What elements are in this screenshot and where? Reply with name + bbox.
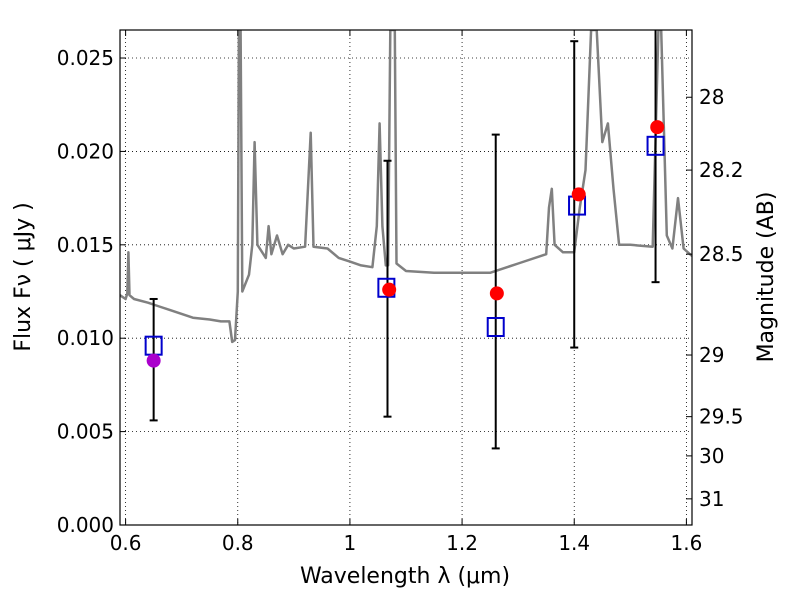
- observed-point: [489, 286, 504, 301]
- x-tick-label: 0.8: [222, 531, 254, 555]
- y-tick-label: 0.020: [57, 139, 114, 163]
- observed-point: [146, 353, 161, 368]
- model-box: [646, 135, 665, 156]
- spectrum-line: [120, 30, 692, 344]
- right-tick-label: 29: [699, 343, 724, 367]
- observed-point: [650, 120, 665, 135]
- observed-points: [146, 120, 665, 368]
- observed-point: [382, 282, 397, 297]
- right-axis-title: Magnitude (AB): [754, 192, 779, 363]
- y-tick-labels: 0.000 0.005 0.010 0.015 0.020 0.025: [57, 46, 114, 537]
- y-tick-label: 0.000: [57, 513, 114, 537]
- right-tick-label: 30: [699, 444, 724, 468]
- error-bars: [149, 30, 660, 450]
- y-axis-title: Flux Fν ( μJy ): [11, 202, 36, 351]
- plot-frame: [119, 29, 693, 526]
- x-tick-label: 0.6: [110, 531, 142, 555]
- right-tick-label: 28.5: [699, 242, 744, 266]
- grid-lines: [120, 30, 692, 526]
- x-tick-label: 1: [344, 531, 357, 555]
- y-tick-label: 0.005: [57, 420, 114, 444]
- x-tick-label: 1.2: [446, 531, 478, 555]
- model-box: [486, 317, 505, 337]
- right-tick-labels: 28 28.2 28.5 29 29.5 30 31: [699, 85, 744, 511]
- model-spectrum: [120, 30, 692, 344]
- right-tick-label: 28.2: [699, 158, 744, 182]
- x-tick-label: 1.4: [558, 531, 590, 555]
- right-tick-label: 29.5: [699, 405, 744, 429]
- x-tick-label: 1.6: [670, 531, 702, 555]
- x-tick-labels: 0.6 0.8 1 1.2 1.4 1.6: [110, 531, 703, 555]
- axis-ticks: [120, 30, 692, 526]
- y-tick-label: 0.025: [57, 46, 114, 70]
- observed-point: [571, 187, 586, 202]
- right-tick-label: 28: [699, 85, 724, 109]
- y-tick-label: 0.010: [57, 326, 114, 350]
- x-axis-title: Wavelength λ (μm): [300, 564, 510, 589]
- right-tick-label: 31: [699, 487, 724, 511]
- y-tick-label: 0.015: [57, 233, 114, 257]
